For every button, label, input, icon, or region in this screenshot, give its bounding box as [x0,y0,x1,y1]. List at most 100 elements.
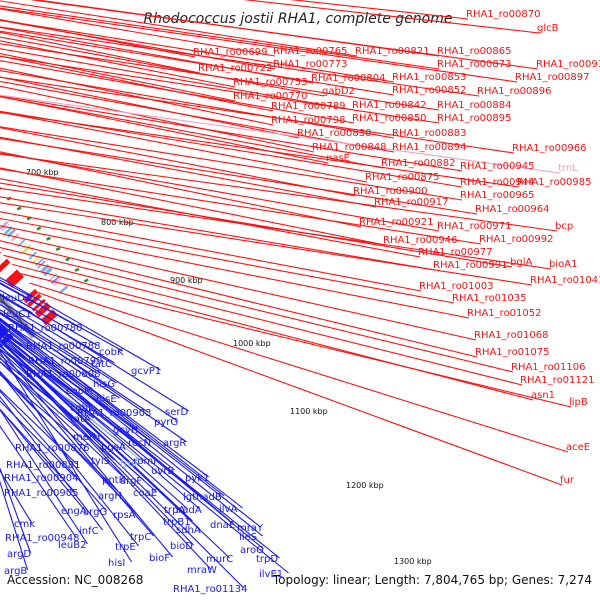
forward-gene-label[interactable]: RHA1_ro01068 [474,330,549,341]
forward-gene-label[interactable]: aceE [566,442,590,453]
forward-gene-label[interactable]: RHA1_ro00850 [352,113,427,124]
forward-gene-label[interactable]: RHA1_ro00865 [437,46,512,57]
reverse-gene-label[interactable]: cobK [99,347,124,358]
forward-gene-label[interactable]: RHA1_ro00971 [437,221,512,232]
forward-gene-label[interactable]: bglA [510,257,532,268]
forward-gene-label[interactable]: RHA1_ro00848 [312,142,387,153]
reverse-gene-label[interactable]: tatC [91,359,112,370]
reverse-gene-label[interactable]: argR [163,438,186,449]
reverse-gene-label[interactable]: argH [98,491,122,502]
forward-gene-label[interactable]: RHA1_ro00966 [512,143,587,154]
reverse-gene-label[interactable]: RHA1_ro00948 [5,533,80,544]
forward-gene-label[interactable]: RHA1_ro00770 [233,91,308,102]
reverse-gene-label[interactable]: cmk [14,519,35,530]
reverse-gene-label[interactable]: aroG [240,545,264,556]
reverse-gene-label[interactable]: ileS [239,532,257,543]
reverse-gene-label[interactable]: bioF [149,553,170,564]
reverse-gene-label[interactable]: leuD1 [2,293,31,304]
forward-gene-label[interactable]: RHA1_ro00896 [477,86,552,97]
forward-gene-label[interactable]: RHA1_ro00821 [355,46,430,57]
reverse-gene-label[interactable]: nadA [176,505,202,516]
reverse-gene-label[interactable]: hisI [108,558,125,569]
forward-gene-label[interactable]: RHA1_ro00870 [466,9,541,20]
reverse-gene-label[interactable]: trpC [130,532,151,543]
forward-gene-label[interactable]: RHA1_ro00699 [193,47,268,58]
reverse-gene-label[interactable]: trnF [120,459,140,470]
reverse-gene-label[interactable]: coaE [133,488,157,499]
forward-gene-label[interactable]: RHA1_ro01003 [419,281,494,292]
forward-gene-label[interactable]: RHA1_ro00852 [392,85,467,96]
reverse-gene-label[interactable]: RHA1_ro00799 [28,356,103,367]
reverse-gene-label[interactable]: ilvA [219,504,237,515]
reverse-gene-label[interactable]: rpsA [113,510,136,521]
reverse-gene-label[interactable]: uvrB [151,466,174,477]
reverse-gene-label[interactable]: argF [120,476,142,487]
reverse-gene-label[interactable]: cobL [70,403,94,414]
forward-gene-label[interactable]: RHA1_ro00804 [311,73,386,84]
reverse-gene-label[interactable]: sdhA [176,525,201,536]
reverse-gene-label[interactable]: argB [4,566,27,577]
reverse-gene-label[interactable]: leuB2 [58,540,87,551]
reverse-gene-label[interactable]: bioD [170,541,193,552]
forward-gene-label[interactable]: asn1 [531,390,555,401]
forward-gene-label[interactable]: RHA1_ro00945 [460,161,535,172]
forward-gene-label[interactable]: RHA1_ro00798 [271,115,346,126]
reverse-gene-label[interactable]: mraW [187,565,217,576]
forward-gene-label[interactable]: RHA1_ro00965 [460,190,535,201]
forward-gene-label[interactable]: RHA1_ro00873 [437,59,512,70]
reverse-gene-label[interactable]: cobM [66,386,93,397]
forward-gene-label[interactable]: RHA1_ro00853 [392,72,467,83]
forward-gene-label[interactable]: RHA1_ro01106 [511,362,586,373]
forward-gene-label[interactable]: RHA1_ro00919 [536,59,600,70]
reverse-gene-label[interactable]: mraY [237,523,264,534]
reverse-gene-label[interactable]: RHA1_ro00808 [26,369,101,380]
reverse-gene-label[interactable]: infC [79,526,99,537]
reverse-gene-label[interactable]: RHA1_ro00903 [77,408,152,419]
forward-gene-label[interactable]: RHA1_ro00882 [381,158,456,169]
forward-gene-label[interactable]: nasE [326,153,350,164]
reverse-gene-label[interactable]: RHA1_ro00905 [4,488,79,499]
reverse-gene-label[interactable]: RHA1_ro01134 [173,584,248,595]
reverse-gene-label[interactable]: argG [83,507,107,518]
forward-gene-label[interactable]: RHA1_ro00992 [479,234,554,245]
reverse-gene-label[interactable]: pntK [102,475,126,486]
forward-gene-label[interactable]: RHA1_ro00897 [515,72,590,83]
forward-gene-label[interactable]: RHA1_ro01041 [530,275,600,286]
forward-gene-label[interactable]: RHA1_ro00894 [392,142,467,153]
reverse-gene-label[interactable]: gcvP1 [131,366,161,377]
reverse-gene-label[interactable]: pgsA [101,442,126,453]
reverse-gene-label[interactable]: metH [73,432,100,443]
reverse-gene-label[interactable]: rpmI [133,456,156,467]
reverse-gene-label[interactable]: hisG [93,379,115,390]
forward-gene-label[interactable]: RHA1_ro00917 [374,197,449,208]
reverse-gene-label[interactable]: tatA [70,414,91,425]
reverse-gene-label[interactable]: tyiS [91,456,110,467]
forward-gene-label[interactable]: bioA1 [549,259,577,270]
reverse-gene-label[interactable]: recN [128,438,151,449]
forward-gene-label[interactable]: RHA1_ro00921 [359,217,434,228]
forward-gene-label[interactable]: RHA1_ro00964 [475,204,550,215]
reverse-gene-label[interactable]: lgtnadB [183,492,222,503]
reverse-gene-label[interactable]: hisE [96,394,117,405]
forward-gene-label[interactable]: lipB [569,397,588,408]
forward-gene-label[interactable]: RHA1_ro00789 [271,101,346,112]
forward-gene-label[interactable]: RHA1_ro01121 [520,375,595,386]
forward-gene-label[interactable]: glcB [537,23,559,34]
reverse-gene-label[interactable]: pyrG [154,417,178,428]
forward-gene-label[interactable]: RHA1_ro00842 [352,100,427,111]
forward-gene-label[interactable]: RHA1_ro00900 [353,186,428,197]
reverse-gene-label[interactable]: dnaE [210,520,235,531]
reverse-gene-label[interactable]: engA [61,506,87,517]
forward-gene-label[interactable]: RHA1_ro00830 [297,128,372,139]
forward-gene-label[interactable]: RHA1_ro01052 [467,308,542,319]
reverse-gene-label[interactable]: RHA1_ro00904 [4,473,79,484]
forward-gene-label[interactable]: RHA1_ro00722 [198,63,273,74]
reverse-gene-label[interactable]: murC [206,554,233,565]
reverse-gene-label[interactable]: pyk1 [185,473,209,484]
reverse-gene-label[interactable]: gcvH [113,425,138,436]
forward-gene-label[interactable]: RHA1_ro00753 [233,77,308,88]
reverse-gene-label[interactable]: RHA1_ro00780 [8,323,83,334]
reverse-gene-label[interactable]: RHA1_ro00881 [6,460,81,471]
forward-gene-label[interactable]: RHA1_ro00946 [383,235,458,246]
reverse-gene-label[interactable]: trpE [115,542,136,553]
